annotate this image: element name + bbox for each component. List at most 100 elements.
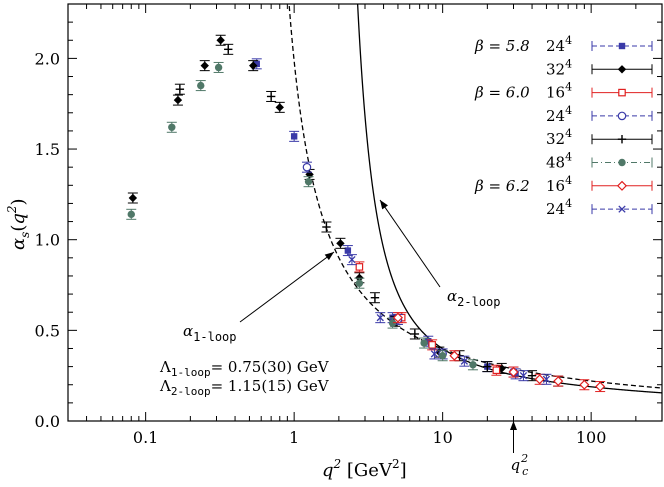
marker-shape	[197, 81, 205, 90]
data-point	[175, 85, 185, 94]
data-point	[128, 193, 138, 203]
qc-label-sub: c	[522, 465, 528, 478]
marker-shape	[469, 361, 477, 369]
data-point	[249, 61, 258, 70]
y-axis-label-sub: s	[18, 232, 32, 238]
marker-shape	[430, 350, 439, 358]
data-point	[492, 366, 501, 375]
one-loop-label-base: α	[183, 322, 193, 340]
marker-shape	[492, 366, 501, 375]
two-loop-arrow	[379, 199, 441, 288]
legend-series-name: 244	[546, 34, 572, 55]
marker-shape	[355, 279, 364, 287]
marker-shape	[168, 123, 176, 131]
legend-beta-label: β = 6.2	[474, 177, 530, 195]
legend-series-name-base: 16	[546, 84, 565, 102]
legend-marker	[617, 135, 627, 144]
legend-marker	[617, 111, 627, 121]
y-axis-label-q: q	[8, 213, 29, 225]
x-tick-label: 0.1	[133, 428, 158, 447]
legend-series-name-base: 48	[546, 154, 565, 172]
marker-shape	[618, 88, 626, 97]
legend-marker	[618, 88, 626, 97]
legend-marker	[617, 65, 627, 74]
data-point	[595, 381, 606, 392]
marker-shape	[595, 381, 606, 392]
data-point	[214, 63, 223, 72]
marker-shape	[127, 210, 135, 219]
one-loop-label-sub: 1-loop	[193, 330, 236, 344]
axes	[67, 3, 663, 422]
y-tick-label: 0.5	[35, 321, 60, 340]
y-axis-label-close: )	[8, 198, 29, 205]
data-point	[344, 247, 352, 254]
series-5	[126, 61, 478, 371]
marker-shape	[449, 350, 460, 361]
marker-shape	[618, 42, 626, 50]
data-point	[266, 92, 276, 101]
data-point	[168, 123, 176, 131]
data-point	[216, 36, 225, 45]
legend-series-name: 244	[546, 104, 572, 125]
marker-shape	[618, 205, 626, 213]
data-point	[290, 133, 298, 140]
data-point	[428, 341, 436, 349]
marker-shape	[617, 111, 627, 121]
marker-shape	[618, 158, 626, 167]
marker-shape	[216, 36, 225, 45]
legend-series-name-sup: 4	[565, 57, 572, 70]
marker-shape	[355, 263, 364, 271]
series-2	[354, 261, 502, 376]
marker-shape	[302, 162, 312, 172]
ticks: 0.1 1 10 100 0.0 0.5 1.0 1.5 2.0	[35, 3, 663, 447]
curve-one-loop	[288, 4, 662, 389]
marker-shape	[173, 95, 183, 105]
y-axis-label-open: (	[8, 225, 29, 232]
legend-beta-label: β = 6.0	[474, 84, 530, 102]
marker-shape	[200, 61, 209, 70]
data-point	[173, 95, 183, 105]
data-point	[253, 60, 260, 68]
y-tick-label: 2.0	[35, 49, 60, 68]
legend-series-name-sup: 4	[565, 81, 572, 94]
x-tick-label: 1	[289, 428, 299, 447]
one-loop-arrow	[239, 251, 335, 323]
curve-two-loop	[356, 4, 662, 394]
data-point	[449, 350, 460, 361]
legend-series-name: 244	[546, 197, 572, 218]
data-point	[127, 210, 135, 219]
arrow-line	[379, 199, 441, 288]
lambda-two-loop-value: = 1.15(15) GeV	[211, 377, 330, 395]
x-axis-label: q2 [GeV2]	[322, 457, 407, 481]
legend-series-name-base: 24	[546, 37, 565, 55]
marker-shape	[249, 61, 258, 70]
lambda-two-loop-symbol: Λ	[159, 377, 171, 395]
data-point	[224, 45, 233, 54]
marker-shape	[275, 103, 284, 112]
marker-shape	[253, 60, 260, 68]
y-axis-label-alpha: α	[8, 238, 29, 250]
legend-series-name-sup: 4	[565, 104, 572, 117]
marker-shape	[290, 133, 298, 140]
data-point	[392, 312, 403, 323]
series-6	[392, 312, 606, 393]
qc-arrow	[510, 421, 517, 453]
lambda-two-loop: Λ2-loop= 1.15(15) GeV	[159, 377, 330, 398]
arrow-head	[510, 421, 517, 430]
data-point	[304, 177, 313, 186]
data-point	[305, 170, 314, 179]
data-point	[388, 319, 397, 327]
two-loop-label-sub: 2-loop	[457, 295, 500, 309]
marker-shape	[376, 313, 384, 322]
marker-shape	[508, 366, 519, 378]
data-point	[460, 357, 469, 365]
marker-shape	[438, 352, 447, 360]
legend-series-name-sup: 4	[565, 34, 572, 47]
x-tick-label: 100	[576, 428, 607, 447]
legend-beta-label: β = 5.8	[474, 37, 530, 55]
legend-series-name-sup: 4	[565, 197, 572, 210]
data-point	[197, 81, 205, 90]
data-point	[542, 375, 551, 383]
